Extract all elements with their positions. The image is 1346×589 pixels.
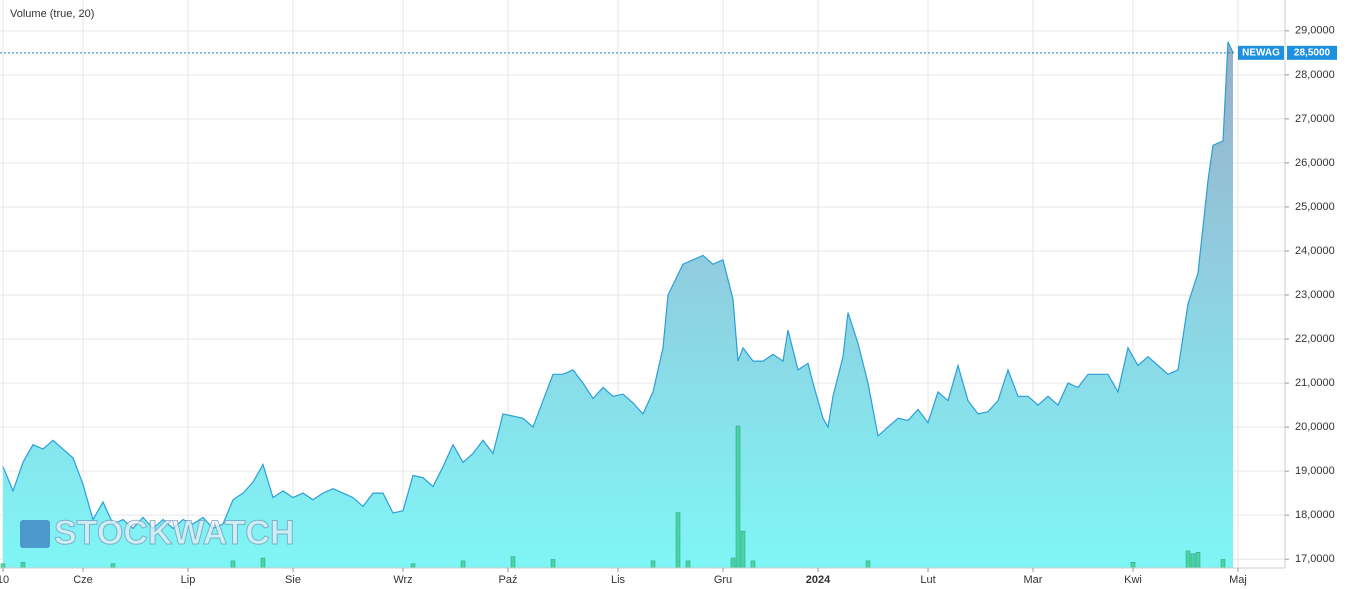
volume-bar [740,530,746,569]
volume-bar [1220,559,1226,569]
price-tag-name: NEWAG [1242,47,1280,58]
volume-bar [730,557,736,569]
y-tick-label: 22,0000 [1295,333,1335,345]
watermark-icon [20,520,50,548]
y-tick-label: 25,0000 [1295,201,1335,213]
x-tick-label: Maj [1229,574,1247,586]
x-tick-label: Sie [285,574,301,586]
volume-bar [1190,553,1196,569]
volume-bar [1195,552,1201,569]
price-tag-value: 28,5000 [1294,47,1331,58]
volume-bar [260,557,266,569]
y-tick-label: 29,0000 [1295,25,1335,37]
volume-bar [410,563,416,569]
y-tick-label: 20,0000 [1295,421,1335,433]
y-tick-label: 28,0000 [1295,69,1335,81]
area-fill [3,41,1233,569]
volume-bar [675,512,681,569]
legend-text: Volume (true, 20) [10,8,94,20]
volume-bar [735,425,741,569]
x-tick-label: Wrz [393,574,412,586]
price-tag-name-bg [1238,45,1284,60]
volume-bar [750,560,756,569]
y-tick-label: 26,0000 [1295,157,1335,169]
x-tick-label: Lip [181,574,196,586]
volume-bar [230,560,236,569]
x-tick-label: Paź [499,574,518,586]
volume-bar [550,559,556,569]
x-tick-label: 10 [0,574,9,586]
plot [0,41,1234,569]
x-tick-label: Gru [714,574,732,586]
y-tick-label: 27,0000 [1295,113,1335,125]
y-tick-label: 18,0000 [1295,509,1335,521]
y-tick-label: 17,0000 [1295,553,1335,565]
volume-bar [460,560,466,569]
volume-bar [685,560,691,569]
watermark: STOCKWATCH [20,513,295,552]
price-line [2,41,1234,530]
volume-bar [510,556,516,569]
axes: 17,0000 18,0000 19,0000 20,0000 21,0000 22,00… [0,25,1337,586]
y-tick-label: 23,0000 [1295,289,1335,301]
volume-bar [865,560,871,569]
volume-bar [110,563,116,569]
x-tick-label: Lut [920,574,935,586]
volume-bar [1185,550,1191,569]
volume-bar [20,562,26,569]
volume-bar [0,563,6,569]
x-tick-label: Kwi [1124,574,1142,586]
x-tick-label: Mar [1024,574,1043,586]
x-tick-label: 2024 [806,574,831,586]
watermark-text: STOCKWATCH [54,514,295,552]
x-tick-label: Lis [611,574,626,586]
y-tick-label: 24,0000 [1295,245,1335,257]
y-tick-label: 19,0000 [1295,465,1335,477]
x-tick-label: Cze [73,574,93,586]
y-tick-label: 21,0000 [1295,377,1335,389]
price-tag-value-bg [1287,45,1337,60]
volume-bar [650,560,656,569]
volume-bar [1130,562,1136,569]
